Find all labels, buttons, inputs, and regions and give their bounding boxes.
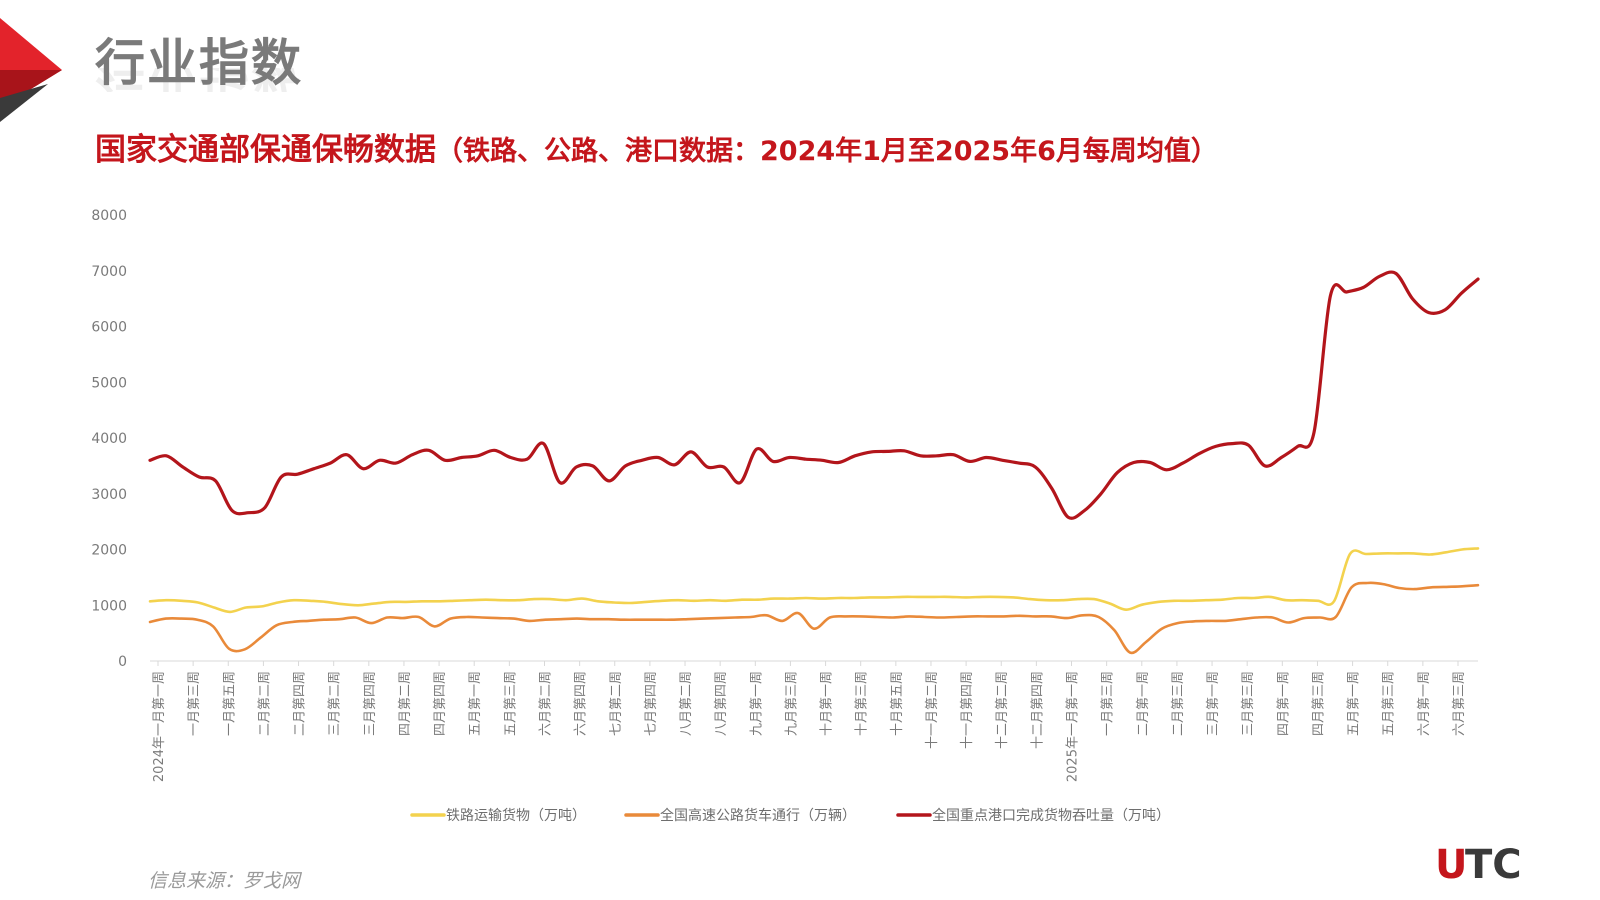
- series-line-3: [148, 270, 1480, 520]
- x-tick-label: 三月第四周: [363, 671, 378, 736]
- x-tick-label: 十月第三周: [855, 671, 870, 736]
- x-tick-label: 四月第二周: [398, 671, 413, 736]
- x-tick-label: 六月第一周: [1417, 671, 1432, 736]
- x-tick-label: 五月第三周: [503, 671, 518, 736]
- x-tick-label: 2024年一月第一周: [152, 671, 167, 782]
- x-tick-label: 一月第三周: [1101, 671, 1116, 736]
- series-line-2: [148, 581, 1480, 655]
- utc-logo-tc: TC: [1465, 842, 1522, 884]
- x-tick-label: 一月第三周: [187, 671, 202, 736]
- y-tick-label: 6000: [91, 320, 127, 336]
- chart-subtitle: 国家交通部保通保畅数据（铁路、公路、港口数据：2024年1月至2025年6月每周…: [95, 132, 1218, 169]
- x-tick-label: 七月第二周: [609, 671, 624, 736]
- chart-subtitle-paren: （铁路、公路、港口数据：2024年1月至2025年6月每周均值）: [436, 136, 1218, 167]
- y-tick-label: 5000: [91, 375, 127, 391]
- series-line-1: [148, 547, 1480, 614]
- chart-subtitle-main: 国家交通部保通保畅数据: [95, 132, 436, 168]
- x-tick-label: 十二月第四周: [1030, 671, 1045, 749]
- y-tick-label: 3000: [91, 487, 127, 503]
- y-tick-label: 2000: [91, 543, 127, 559]
- x-tick-label: 十月第五周: [890, 671, 905, 736]
- x-tick-label: 八月第四周: [714, 671, 729, 736]
- x-tick-label: 九月第三周: [784, 671, 799, 736]
- utc-logo-icon: U TC: [1435, 842, 1522, 884]
- y-tick-label: 8000: [91, 208, 127, 224]
- x-tick-label: 七月第四周: [644, 671, 659, 736]
- legend-label-1: 铁路运输货物（万吨）: [446, 807, 586, 824]
- x-tick-label: 四月第三周: [1311, 671, 1326, 736]
- y-tick-label: 1000: [91, 598, 127, 614]
- x-tick-label: 二月第二周: [257, 671, 272, 736]
- x-tick-label: 四月第四周: [433, 671, 448, 736]
- x-tick-label: 二月第三周: [1171, 671, 1186, 736]
- x-tick-label: 五月第一周: [1347, 671, 1362, 736]
- x-tick-label: 九月第一周: [749, 671, 764, 736]
- y-tick-label: 7000: [91, 264, 127, 280]
- x-tick-label: 五月第三周: [1382, 671, 1397, 736]
- x-tick-label: 三月第一周: [1206, 671, 1221, 736]
- legend-label-2: 全国高速公路货车通行（万辆）: [660, 807, 856, 824]
- x-tick-label: 十二月第二周: [995, 671, 1010, 749]
- x-tick-label: 十月第一周: [820, 671, 835, 736]
- x-tick-label: 六月第三周: [1452, 671, 1467, 736]
- brand-corner-arrow-icon: [0, 18, 62, 122]
- x-tick-label: 2025年一月第一周: [1066, 671, 1081, 782]
- x-tick-label: 十一月第四周: [960, 671, 975, 749]
- x-tick-label: 二月第一周: [1136, 671, 1151, 736]
- x-tick-label: 二月第四周: [293, 671, 308, 736]
- x-tick-label: 三月第二周: [328, 671, 343, 736]
- x-tick-label: 四月第一周: [1276, 671, 1291, 736]
- x-tick-label: 六月第二周: [538, 671, 553, 736]
- y-tick-label: 0: [118, 654, 127, 670]
- x-tick-label: 五月第一周: [468, 671, 483, 736]
- utc-logo-u: U: [1435, 842, 1467, 884]
- x-tick-label: 六月第四周: [574, 671, 589, 736]
- x-tick-label: 八月第二周: [679, 671, 694, 736]
- source-note: 信息来源：罗戈网: [148, 870, 301, 892]
- x-tick-label: 三月第三周: [1241, 671, 1256, 736]
- x-tick-label: 一月第五周: [222, 671, 237, 736]
- y-tick-label: 4000: [91, 431, 127, 447]
- page-title: 行业指数: [95, 34, 303, 92]
- legend-label-3: 全国重点港口完成货物吞吐量（万吨）: [932, 807, 1170, 824]
- x-tick-label: 十一月第二周: [925, 671, 940, 749]
